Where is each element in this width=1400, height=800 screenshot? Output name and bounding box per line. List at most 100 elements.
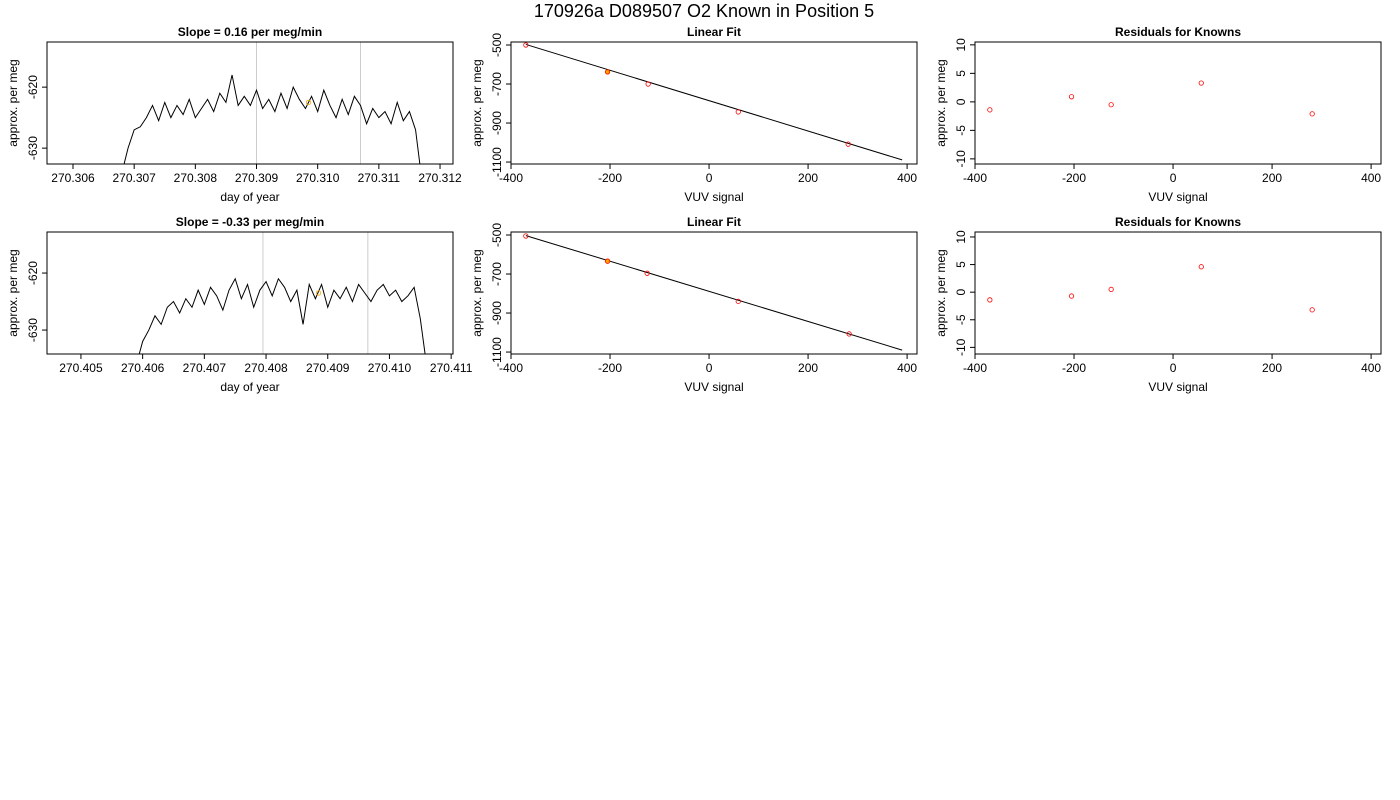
y-tick-label: -620 [26,75,40,99]
plot-area [138,232,426,354]
data-point [845,141,851,147]
data-point [987,297,993,303]
y-axis-label: approx. per meg [934,249,948,336]
plot-area [987,80,1315,117]
plot-area [523,42,903,161]
y-tick-label: 5 [954,261,968,268]
x-tick-label: 270.406 [121,361,165,375]
x-tick-label: -200 [1062,361,1086,375]
y-axis-label: approx. per meg [6,59,20,146]
data-point [1198,264,1204,270]
x-tick-label: -200 [598,361,622,375]
data-point [1198,80,1204,86]
x-tick-label: -200 [1062,171,1086,185]
panel-title: Linear Fit [687,215,741,229]
x-tick-label: 270.310 [296,171,340,185]
data-point [315,290,322,296]
x-tick-label: 400 [1361,171,1381,185]
x-tick-label: 400 [897,361,917,375]
y-tick-label: -10 [954,150,968,168]
x-tick-label: 270.408 [244,361,288,375]
x-tick-label: 270.410 [368,361,412,375]
y-tick-label: 5 [954,70,968,77]
x-tick-label: 200 [798,361,818,375]
data-point [305,99,312,105]
x-tick-label: 270.312 [418,171,462,185]
plot-area [123,42,421,164]
y-tick-label: 0 [954,289,968,296]
data-point [523,42,529,48]
plot-box [974,231,1382,355]
y-tick-label: -900 [490,301,504,325]
y-axis-label: approx. per meg [6,249,20,336]
x-tick-label: 200 [1262,361,1282,375]
x-tick-label: 0 [1170,171,1177,185]
x-tick-label: 270.308 [174,171,218,185]
data-point [604,258,611,264]
x-tick-label: -200 [598,171,622,185]
x-tick-label: 270.311 [358,171,401,185]
data-point [735,298,741,304]
data-point [1309,111,1315,117]
data-point [645,81,651,87]
data-point [846,331,852,337]
x-axis-label: VUV signal [684,190,743,204]
y-tick-label: -700 [490,72,504,96]
panel-title: Slope = -0.33 per meg/min [176,215,324,229]
data-point [987,107,993,113]
y-tick-label: -700 [490,262,504,286]
y-tick-label: -900 [490,111,504,135]
x-tick-label: -400 [963,361,987,375]
x-tick-label: -400 [963,171,987,185]
y-axis-label: approx. per meg [470,249,484,336]
plot-box [46,231,454,355]
x-tick-label: 200 [1262,171,1282,185]
panel-title: Residuals for Knowns [1115,25,1241,39]
x-tick-label: -400 [499,361,523,375]
data-point [735,109,741,115]
data-line [138,277,426,354]
y-tick-label: 10 [954,230,968,244]
y-tick-label: -1100 [490,147,504,177]
panel-title: Slope = 0.16 per meg/min [178,25,322,39]
data-point [1068,94,1075,100]
x-tick-label: 400 [1361,361,1381,375]
data-line [123,74,421,164]
x-axis-label: VUV signal [1148,380,1207,394]
x-tick-label: -400 [499,171,523,185]
y-axis-label: approx. per meg [934,59,948,146]
panel-title: Linear Fit [687,25,741,39]
figure-title: 170926a D089507 O2 Known in Position 5 [534,1,874,21]
x-tick-label: 270.407 [183,361,227,375]
x-tick-label: 200 [798,171,818,185]
data-point [1068,293,1075,299]
plot-box [510,231,918,355]
plot-area [523,233,903,351]
x-tick-label: 270.306 [51,171,95,185]
x-axis-label: VUV signal [1148,190,1207,204]
data-point [1108,102,1114,108]
data-line [525,235,903,351]
y-tick-label: -500 [490,33,504,57]
plot-area [987,264,1315,313]
plot-box [46,41,454,165]
data-point [644,270,650,276]
y-tick-label: 0 [954,98,968,105]
x-tick-label: 270.409 [306,361,350,375]
data-point [523,233,529,239]
y-tick-label: -5 [954,314,968,325]
y-tick-label: -630 [26,136,40,160]
data-point [1309,307,1315,313]
plot-box [974,41,1382,165]
x-axis-label: VUV signal [684,380,743,394]
x-tick-label: 270.307 [112,171,156,185]
data-point [604,69,611,75]
x-tick-label: 0 [1170,361,1177,375]
y-tick-label: -620 [26,261,40,285]
x-tick-label: 0 [706,361,713,375]
x-axis-label: day of year [220,380,279,394]
panel-title: Residuals for Knowns [1115,215,1241,229]
y-tick-label: 10 [954,38,968,52]
